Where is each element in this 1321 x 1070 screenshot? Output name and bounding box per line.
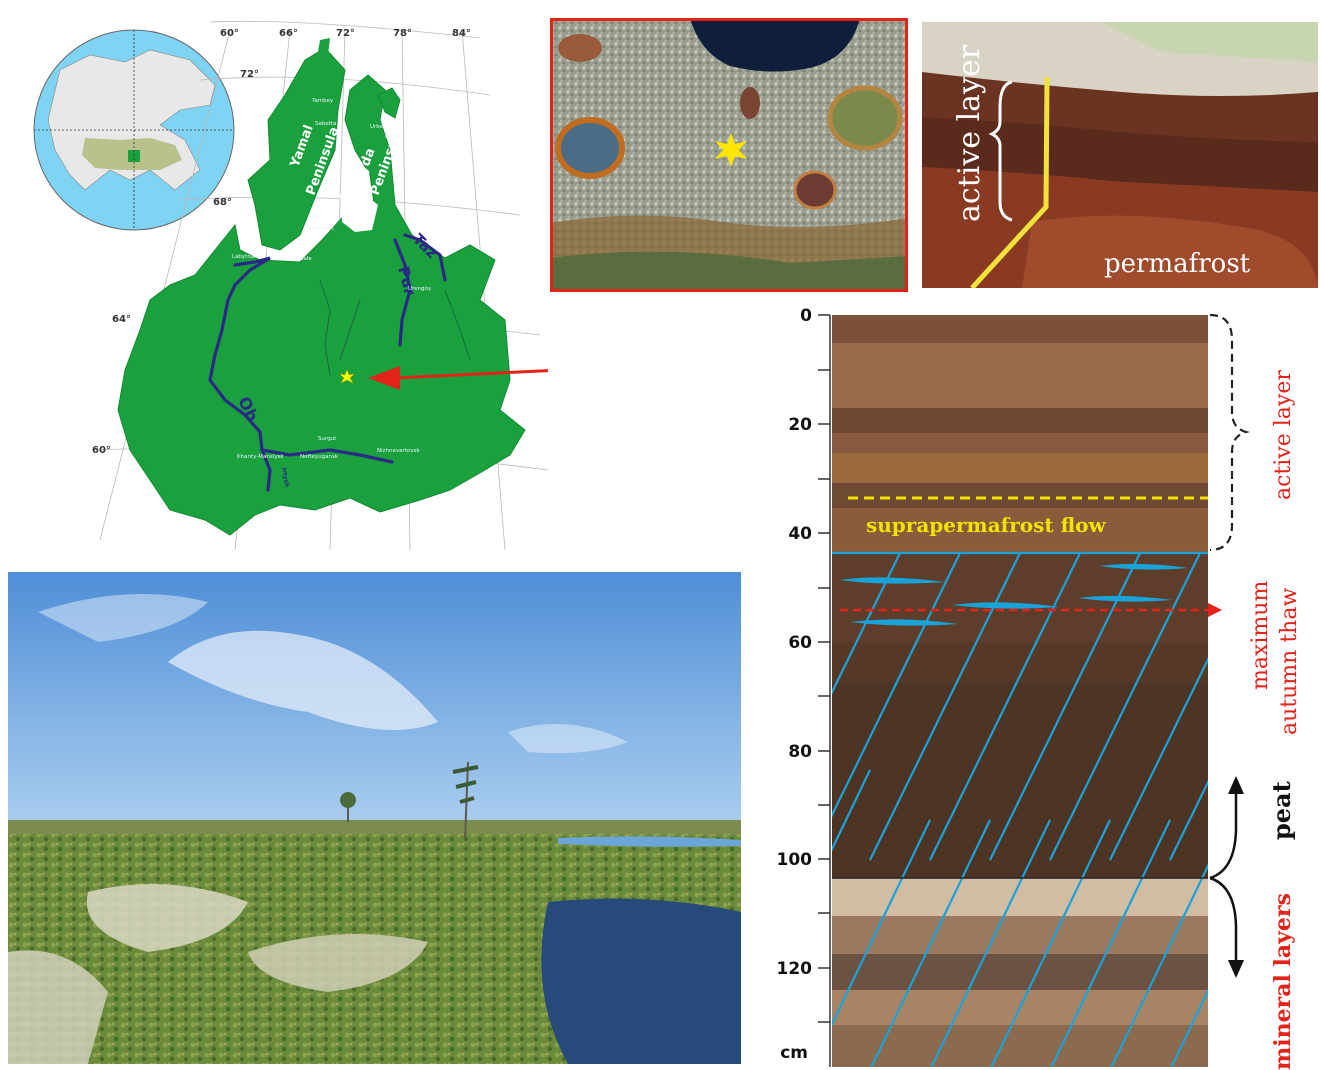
mineral-layers-label: mineral layers — [1270, 893, 1296, 1070]
max-thaw-label-2: autumn thaw — [1277, 588, 1302, 735]
max-thaw-arrow-icon — [1208, 603, 1222, 617]
permafrost-photo-label: permafrost — [1104, 249, 1251, 279]
lon-label: 72° — [336, 28, 355, 39]
depth-tick-label: 40 — [788, 524, 812, 544]
region-map: Ob Pur Taz Irtysh Yamal Peninsula Gyda P… — [0, 0, 548, 560]
town-label: Nizhnevartovsk — [377, 448, 420, 454]
town-label: Urbei — [370, 124, 385, 130]
active-layer-brace — [1209, 313, 1250, 552]
town-label: Gyda — [385, 134, 399, 140]
peat-arrow — [1209, 790, 1238, 880]
lon-label: 78° — [393, 28, 412, 39]
town-label: Nefteyugansk — [300, 454, 339, 460]
river-label-irtysh: Irtysh — [280, 467, 290, 488]
depth-unit-label: cm — [780, 1043, 808, 1063]
depth-tick-label: 120 — [777, 959, 813, 979]
active-layer-photo: active layer permafrost — [922, 22, 1318, 288]
suprapermafrost-label: suprapermafrost flow — [866, 513, 1106, 537]
tributaries — [319, 279, 471, 376]
soil-profile: suprapermafrost flow 0 20 40 — [777, 306, 1303, 1070]
layer-bands — [832, 315, 1208, 1067]
aerial-photo — [550, 18, 908, 292]
lat-label: 64° — [112, 314, 131, 325]
lat-label: 68° — [213, 197, 232, 208]
town-label: Novy Port — [307, 226, 334, 232]
town-label: Surgut — [318, 436, 337, 442]
lon-label: 60° — [220, 28, 239, 39]
active-layer-photo-label: active layer — [952, 44, 987, 222]
mineral-arrow — [1209, 876, 1238, 964]
pointer-arrowhead-icon — [368, 366, 400, 390]
active-layer-label: active layer — [1271, 370, 1296, 500]
depth-tick-label: 0 — [800, 306, 812, 326]
peat-arrow-icon — [1228, 776, 1244, 794]
landscape-photo — [8, 572, 741, 1064]
depth-tick-label: 20 — [788, 415, 812, 435]
globe-inset — [33, 29, 235, 231]
max-thaw-label-1: maximum — [1248, 581, 1273, 690]
depth-tick-labels: 0 20 40 60 80 100 120 cm — [777, 306, 813, 1063]
town-label: Urengoy — [408, 286, 432, 292]
town-label: Yar-Sale — [289, 256, 312, 262]
depth-tick-label: 80 — [788, 742, 812, 762]
graticule-labels: 60° 66° 72° 78° 84° 72° 68° 64° 60° — [92, 28, 471, 456]
town-label: Tambey — [311, 98, 334, 104]
depth-tick-label: 60 — [788, 633, 812, 653]
permafrost-hatch — [832, 551, 1208, 1067]
landmass — [117, 47, 526, 536]
rivers — [208, 233, 447, 492]
town-label: Labytnangi — [232, 254, 263, 260]
depth-axis — [818, 314, 831, 1067]
town-labels: Tambey Sabetta Urbei Gyda Novy Port Laby… — [232, 98, 432, 460]
lat-label: 60° — [92, 445, 111, 456]
town-label: Sabetta — [315, 121, 336, 127]
lon-label: 66° — [279, 28, 298, 39]
tree-icon — [340, 761, 479, 841]
gydan-gulf — [340, 190, 378, 232]
mineral-arrow-icon — [1228, 960, 1244, 978]
sample-site-star-icon — [715, 133, 747, 167]
peat-label: peat — [1267, 781, 1296, 840]
lon-label: 84° — [452, 28, 471, 39]
depth-tick-label: 100 — [777, 850, 813, 870]
site-star-icon — [339, 369, 355, 384]
lat-label: 72° — [240, 69, 259, 80]
town-label: Khanty-Mansiysk — [237, 454, 284, 460]
ice-lenses — [840, 563, 1188, 626]
